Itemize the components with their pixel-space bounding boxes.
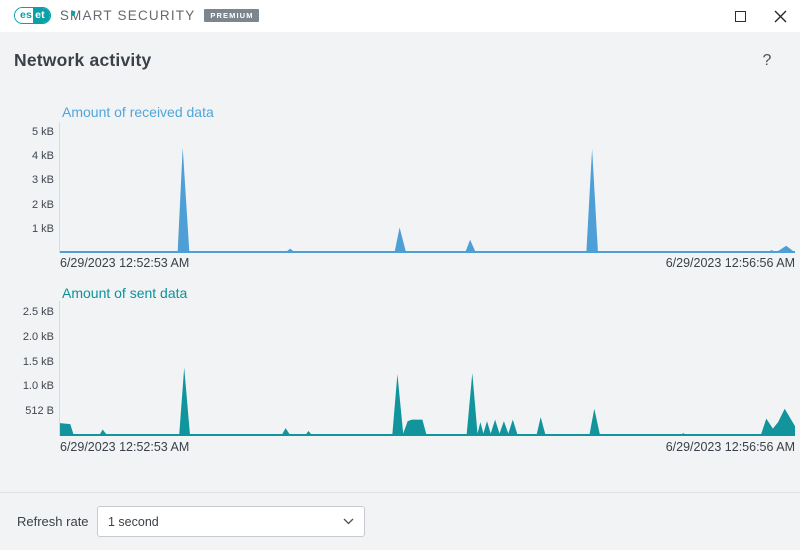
- received-chart-y-axis-line: [59, 122, 60, 253]
- refresh-rate-label: Refresh rate: [17, 514, 89, 529]
- y-tick-label: 1 kB: [31, 222, 54, 235]
- y-tick-label: 1.0 kB: [22, 380, 54, 393]
- eset-logo-text-right: et: [33, 8, 50, 23]
- y-tick-label: 2.0 kB: [22, 330, 54, 343]
- sent-chart-plot: [60, 301, 795, 436]
- window-controls: [720, 0, 800, 32]
- sent-x-end-label: 6/29/2023 12:56:56 AM: [665, 440, 795, 454]
- sent-area-series: [60, 367, 795, 436]
- product-name: SMART SECURITY: [59, 8, 196, 23]
- y-tick-label: 2.5 kB: [22, 305, 54, 318]
- received-chart-y-axis: 5 kB 4 kB 3 kB 2 kB 1 kB: [0, 122, 54, 253]
- eset-logo-icon: es et: [14, 7, 51, 24]
- maximize-button[interactable]: [720, 0, 760, 32]
- received-x-start-label: 6/29/2023 12:52:53 AM: [60, 256, 190, 270]
- sent-x-start-label: 6/29/2023 12:52:53 AM: [60, 440, 190, 454]
- footer-divider: [0, 492, 800, 493]
- sent-chart-y-axis-line: [59, 301, 60, 436]
- received-chart-plot: [60, 122, 795, 253]
- received-chart-x-axis: 6/29/2023 12:52:53 AM 6/29/2023 12:56:56…: [60, 256, 795, 270]
- y-tick-label: 4 kB: [31, 150, 54, 162]
- help-button[interactable]: ?: [762, 52, 772, 69]
- sent-chart-title: Amount of sent data: [62, 285, 188, 301]
- maximize-icon: [734, 10, 746, 22]
- y-tick-label: 2 kB: [31, 198, 54, 211]
- eset-brand: es et SMART SECURITY PREMIUM: [14, 7, 259, 24]
- title-bar: es et SMART SECURITY PREMIUM: [0, 0, 800, 32]
- received-area-series: [60, 147, 795, 253]
- close-icon: [774, 10, 786, 22]
- y-tick-label: 5 kB: [31, 125, 54, 138]
- sent-chart-x-axis: 6/29/2023 12:52:53 AM 6/29/2023 12:56:56…: [60, 440, 795, 454]
- refresh-rate-select[interactable]: 1 second: [97, 506, 365, 537]
- premium-badge: PREMIUM: [204, 8, 259, 23]
- refresh-rate-value: 1 second: [108, 514, 159, 529]
- close-button[interactable]: [760, 0, 800, 32]
- received-x-end-label: 6/29/2023 12:56:56 AM: [665, 256, 795, 270]
- sent-chart-y-axis: 2.5 kB 2.0 kB 1.5 kB 1.0 kB 512 B: [0, 301, 54, 436]
- eset-logo-text-left: es: [15, 8, 34, 23]
- chevron-down-icon: [343, 518, 354, 525]
- page-title: Network activity: [14, 50, 152, 70]
- y-tick-label: 512 B: [25, 405, 54, 418]
- y-tick-label: 1.5 kB: [22, 355, 54, 368]
- received-chart-title: Amount of received data: [62, 104, 214, 120]
- y-tick-label: 3 kB: [31, 174, 54, 187]
